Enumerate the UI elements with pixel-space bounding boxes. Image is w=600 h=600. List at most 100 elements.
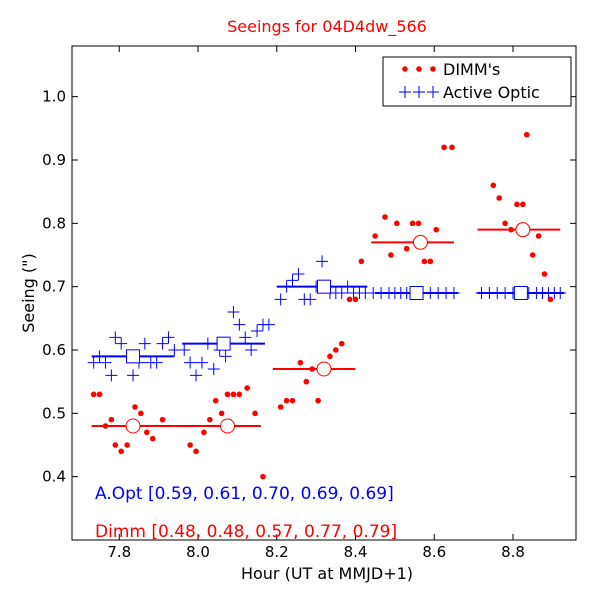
dimm-point bbox=[415, 220, 422, 227]
y-tick-label: 0.5 bbox=[42, 404, 66, 422]
series-layer bbox=[87, 131, 567, 480]
dimm-point bbox=[90, 391, 97, 398]
dimm-point bbox=[394, 220, 400, 227]
legend-dimm-marker bbox=[416, 66, 422, 72]
dimm-summary-annotation: Dimm [0.48, 0.48, 0.57, 0.77, 0.79] bbox=[95, 522, 397, 542]
aopt-bin-mean-marker bbox=[216, 336, 231, 351]
dimm-point bbox=[358, 258, 365, 265]
dimm-point bbox=[372, 233, 378, 239]
dimm-point bbox=[244, 385, 251, 391]
dimm-point bbox=[201, 429, 207, 436]
dimm-bin-mean-marker bbox=[515, 222, 531, 238]
dimm-bin-mean-marker bbox=[220, 418, 236, 434]
aopt-point bbox=[239, 331, 252, 344]
x-axis-label: Hour (UT at MMJD+1) bbox=[241, 564, 413, 583]
dimm-point bbox=[382, 214, 388, 220]
dimm-point bbox=[346, 296, 353, 303]
dimm-point bbox=[277, 404, 284, 410]
aopt-point bbox=[286, 274, 299, 287]
aopt-point bbox=[207, 363, 220, 375]
dimm-bin-mean-marker bbox=[125, 418, 141, 434]
aopt-bin-mean-marker bbox=[409, 286, 424, 300]
dimm-point bbox=[212, 397, 219, 404]
dimm-point bbox=[159, 416, 166, 423]
aopt-point bbox=[227, 306, 240, 318]
y-tick-label: 0.7 bbox=[42, 278, 66, 296]
dimm-point bbox=[118, 448, 125, 455]
dimm-point bbox=[207, 416, 213, 423]
dimm-point bbox=[520, 201, 526, 208]
plot-frame bbox=[71, 45, 577, 541]
x-tick-label: 7.8 bbox=[107, 543, 131, 561]
dimm-point bbox=[132, 404, 138, 410]
dimm-point bbox=[303, 378, 310, 385]
dimm-point bbox=[144, 429, 150, 436]
chart-title: Seeings for 04D4dw_566 bbox=[227, 17, 427, 37]
aopt-bin-mean-marker bbox=[513, 286, 528, 300]
dimm-point bbox=[187, 442, 193, 448]
aopt-point bbox=[138, 337, 151, 350]
aopt-point bbox=[156, 337, 169, 350]
legend-aopt-label: Active Optic bbox=[443, 83, 540, 102]
aopt-point bbox=[127, 369, 140, 382]
dimm-point bbox=[388, 252, 394, 258]
dimm-point bbox=[236, 391, 243, 398]
aopt-point bbox=[335, 287, 348, 299]
aopt-point bbox=[162, 331, 175, 344]
dimm-point bbox=[529, 252, 536, 258]
dimm-point bbox=[535, 233, 542, 239]
y-axis-label: Seeing (") bbox=[19, 253, 38, 333]
x-tick-label: 8.6 bbox=[422, 543, 446, 561]
aopt-point bbox=[316, 255, 329, 268]
dimm-point bbox=[427, 258, 434, 265]
dimm-point bbox=[252, 410, 258, 417]
x-tick-label: 8.8 bbox=[501, 543, 525, 561]
dimm-point bbox=[112, 442, 119, 448]
aopt-point bbox=[99, 356, 112, 369]
dimm-point bbox=[149, 435, 156, 442]
y-tick-label: 0.6 bbox=[42, 341, 66, 359]
aopt-point bbox=[184, 356, 197, 369]
dimm-bin-mean-marker bbox=[412, 234, 428, 250]
aopt-point bbox=[292, 268, 305, 280]
aopt-point bbox=[190, 369, 203, 382]
dimm-point bbox=[523, 131, 530, 138]
dimm-point bbox=[108, 416, 115, 423]
x-tick-label: 8.4 bbox=[344, 543, 368, 561]
dimm-point bbox=[514, 201, 520, 208]
aopt-point bbox=[274, 293, 287, 306]
dimm-point bbox=[490, 182, 497, 189]
dimm-point bbox=[433, 226, 440, 233]
dimm-point bbox=[283, 397, 290, 404]
dimm-point bbox=[449, 144, 455, 151]
legend-aopt-marker bbox=[399, 86, 439, 98]
x-tick-label: 8.0 bbox=[186, 543, 210, 561]
aopt-point bbox=[219, 350, 232, 363]
aopt-point bbox=[87, 356, 100, 369]
aopt-point bbox=[262, 318, 275, 331]
legend-dimm-marker bbox=[430, 66, 436, 72]
y-tick-label: 1.0 bbox=[42, 88, 66, 106]
aopt-point bbox=[109, 331, 122, 344]
aopt-bin-mean-marker bbox=[317, 279, 331, 294]
aopt-point bbox=[245, 344, 258, 356]
dimm-point bbox=[224, 391, 231, 398]
dimm-point bbox=[338, 340, 345, 347]
aopt-point bbox=[150, 356, 163, 369]
dimm-point bbox=[409, 220, 416, 227]
y-tick-label: 0.9 bbox=[42, 151, 66, 169]
legend-dimm-marker bbox=[402, 66, 408, 72]
dimm-point bbox=[230, 391, 237, 398]
dimm-point bbox=[421, 258, 428, 265]
legend-dimm-label: DIMM's bbox=[443, 60, 500, 79]
dimm-point bbox=[193, 448, 199, 455]
dimm-point bbox=[315, 397, 321, 404]
aopt-point bbox=[251, 325, 264, 337]
aopt-point bbox=[178, 344, 191, 356]
y-tick-label: 0.8 bbox=[42, 214, 66, 232]
y-tick-label: 0.4 bbox=[42, 468, 66, 486]
legend-box bbox=[382, 56, 572, 107]
aopt-point bbox=[195, 356, 208, 369]
dimm-point bbox=[547, 296, 554, 303]
